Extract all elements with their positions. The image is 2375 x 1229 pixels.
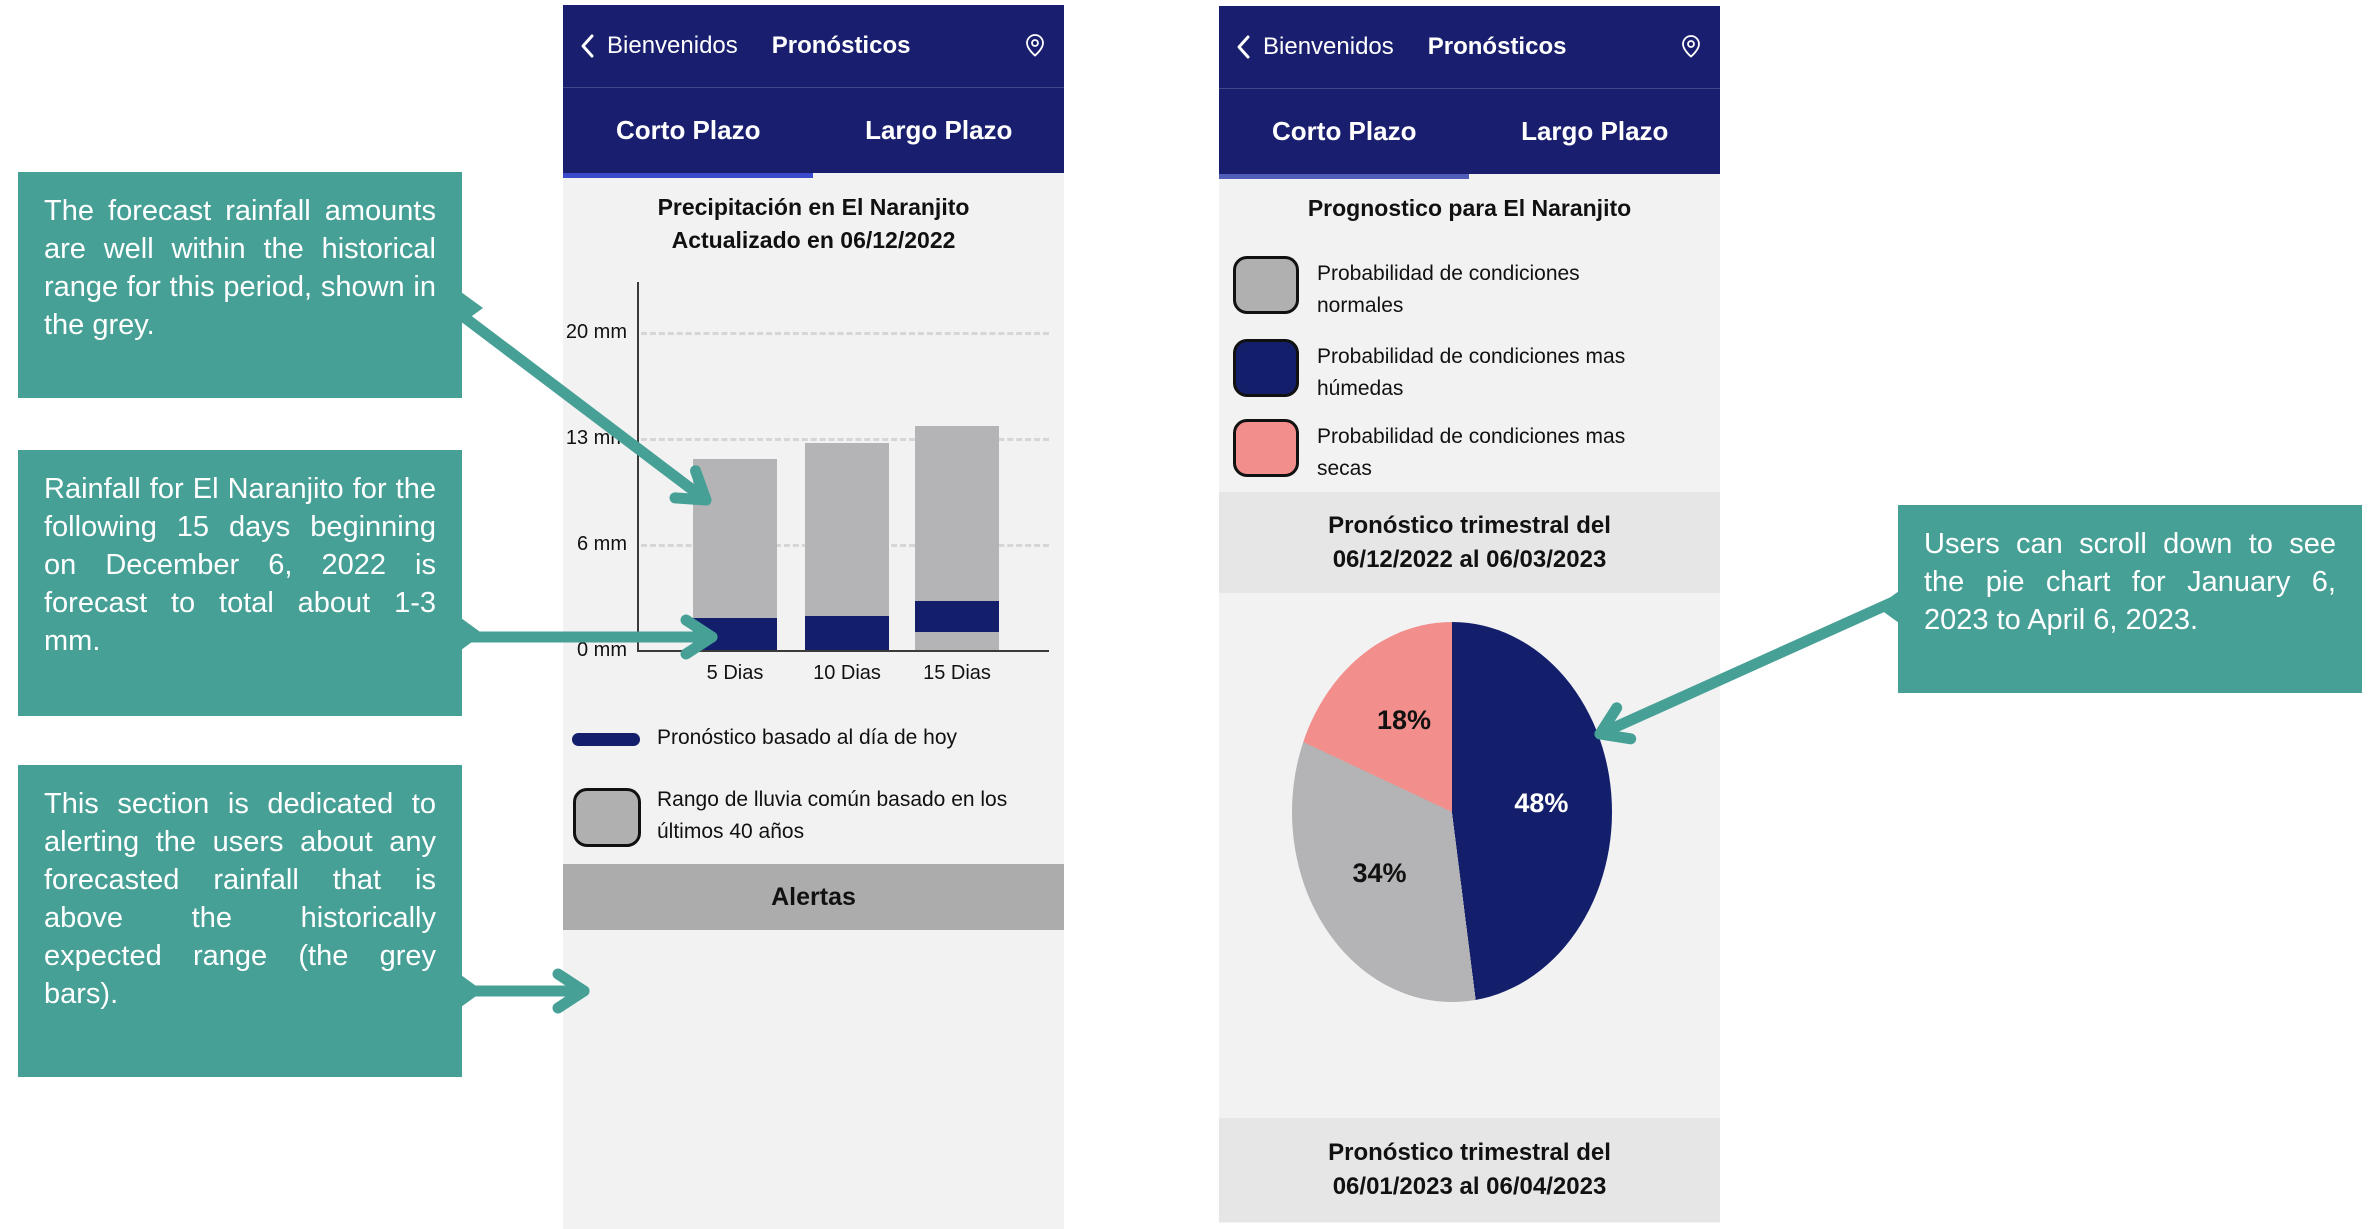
normales-label-line1: Probabilidad de condiciones <box>1317 262 1580 285</box>
forecast-title: Prognostico para El Naranjito <box>1307 195 1632 221</box>
x-category-label: 15 Dias <box>923 662 991 684</box>
nav-page-title: Pronósticos <box>771 32 911 59</box>
x-category-label: 10 Dias <box>813 662 881 684</box>
range-legend-swatch <box>573 788 641 847</box>
nav-bar: Bienvenidos Pronósticos <box>563 5 1064 88</box>
tab-corto-plazo[interactable]: Corto Plazo <box>1272 116 1417 146</box>
annotation-text: Rainfall for El Naranjito for the follow… <box>44 473 436 657</box>
annotation-text: The forecast rainfall amounts are well w… <box>44 195 436 341</box>
y-tick-label: 13 mm <box>565 427 627 449</box>
normales-swatch <box>1233 256 1299 314</box>
back-label: Bienvenidos <box>1263 33 1394 60</box>
x-axis-line <box>637 650 1049 652</box>
pie-chart <box>1292 622 1612 1002</box>
nav-bar: Bienvenidos Pronósticos <box>1219 6 1720 89</box>
annotation-scroll-pie: Users can scroll down to see the pie cha… <box>1877 505 2362 693</box>
phone-screen-short-term: Bienvenidos Pronósticos Corto Plazo Larg… <box>563 5 1064 1229</box>
band-bottom-line1: Pronóstico trimestral del <box>1328 1139 1611 1166</box>
callout-pointer <box>461 292 483 324</box>
callout-pointer <box>1877 591 1899 623</box>
location-pin-icon[interactable] <box>1678 33 1704 61</box>
legend-row-humedas: Probabilidad de condiciones mas húmedas <box>1233 339 1703 405</box>
y-axis-line <box>637 282 639 652</box>
normales-label-line2: normales <box>1317 294 1404 317</box>
y-tick-label: 0 mm <box>577 639 627 661</box>
gridline <box>641 332 1049 335</box>
chevron-left-icon <box>581 34 594 58</box>
back-label: Bienvenidos <box>607 32 738 59</box>
tab-corto-plazo[interactable]: Corto Plazo <box>616 115 761 145</box>
pie-label: 34% <box>1352 857 1407 888</box>
callout-pointer <box>461 618 483 650</box>
range-legend-label: Rango de lluvia común basado en los últi… <box>657 784 1007 848</box>
location-pin-icon[interactable] <box>1022 32 1048 60</box>
humedas-label: Probabilidad de condiciones mas húmedas <box>1317 339 1625 405</box>
bar-chart: 0 mm 6 mm 13 mm 20 mm 5 Dias 10 Dias 15 Dias <box>563 270 1064 700</box>
secas-label: Probabilidad de condiciones mas secas <box>1317 419 1625 485</box>
forecast-legend-label: Pronóstico basado al día de hoy <box>657 726 958 749</box>
forecast-bar <box>805 616 889 650</box>
humedas-label-line1: Probabilidad de condiciones mas <box>1317 345 1626 368</box>
tab-largo-plazo[interactable]: Largo Plazo <box>1521 116 1669 146</box>
humedas-swatch <box>1233 339 1299 397</box>
chart-title-line2: Actualizado en 06/12/2022 <box>671 227 956 253</box>
secas-label-line1: Probabilidad de condiciones mas <box>1317 425 1626 448</box>
secas-label-line2: secas <box>1317 457 1372 480</box>
y-tick-label: 20 mm <box>565 321 627 343</box>
chart-title: Precipitación en El Naranjito Actualizad… <box>563 191 1064 257</box>
range-legend-label-line2: últimos 40 años <box>657 820 805 843</box>
band-top-line1: Pronóstico trimestral del <box>1328 511 1611 539</box>
chevron-left-icon <box>1237 35 1250 59</box>
humedas-label-line2: húmedas <box>1317 377 1404 400</box>
callout-pointer <box>461 975 483 1007</box>
annotation-forecast-total: Rainfall for El Naranjito for the follow… <box>18 450 483 716</box>
phone-screen-long-term: Bienvenidos Pronósticos Corto Plazo Larg… <box>1219 6 1720 1223</box>
active-tab-underline <box>1219 174 1469 179</box>
range-legend-label-line1: Rango de lluvia común basado en los <box>657 788 1008 811</box>
y-tick-label: 6 mm <box>577 533 627 555</box>
band-top-line2: 06/12/2022 al 06/03/2023 <box>1332 545 1607 573</box>
quarter-forecast-header-next: Pronóstico trimestral del 06/01/2023 al … <box>1219 1118 1720 1222</box>
annotation-historical-range: The forecast rainfall amounts are well w… <box>18 172 483 398</box>
quarter-forecast-header-current: Pronóstico trimestral del 06/12/2022 al … <box>1219 492 1720 593</box>
tab-bar: Corto Plazo Largo Plazo <box>1219 89 1720 174</box>
annotation-text: This section is dedicated to alerting th… <box>44 788 436 1010</box>
secas-swatch <box>1233 419 1299 477</box>
active-tab-underline <box>563 173 813 178</box>
annotation-alerts-section: This section is dedicated to alerting th… <box>18 765 483 1077</box>
x-category-label: 5 Dias <box>706 662 764 684</box>
pie-label: 48% <box>1514 788 1569 819</box>
tab-bar: Corto Plazo Largo Plazo <box>563 88 1064 173</box>
normales-label: Probabilidad de condiciones normales <box>1317 256 1580 322</box>
chart-title-line1: Precipitación en El Naranjito <box>657 194 970 220</box>
back-button[interactable]: Bienvenidos <box>579 32 738 60</box>
alerts-section-header[interactable]: Alertas <box>563 864 1064 930</box>
legend-row-secas: Probabilidad de condiciones mas secas <box>1233 419 1703 485</box>
legend-row-normales: Probabilidad de condiciones normales <box>1233 256 1703 322</box>
annotation-text: Users can scroll down to see the pie cha… <box>1924 528 2336 636</box>
tab-largo-plazo[interactable]: Largo Plazo <box>865 115 1013 145</box>
nav-page-title: Pronósticos <box>1427 33 1567 60</box>
forecast-legend-swatch <box>572 733 640 746</box>
pie-label: 18% <box>1376 705 1431 736</box>
historical-range-bar <box>805 442 889 650</box>
back-button[interactable]: Bienvenidos <box>1235 33 1394 61</box>
forecast-bar <box>915 600 999 633</box>
forecast-bar <box>693 618 777 650</box>
band-bottom-line2: 06/01/2023 al 06/04/2023 <box>1332 1173 1607 1200</box>
gridline <box>641 438 1049 441</box>
